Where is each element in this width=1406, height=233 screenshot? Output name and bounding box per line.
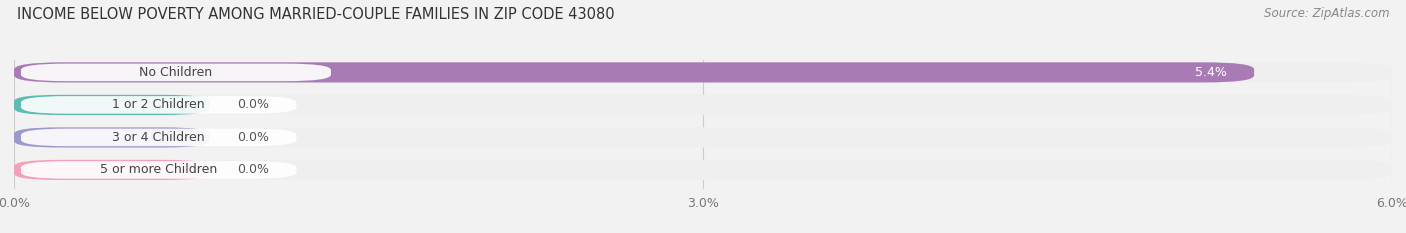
FancyBboxPatch shape — [14, 160, 209, 180]
Text: 0.0%: 0.0% — [236, 98, 269, 111]
Text: 5.4%: 5.4% — [1195, 66, 1226, 79]
Text: Source: ZipAtlas.com: Source: ZipAtlas.com — [1264, 7, 1389, 20]
FancyBboxPatch shape — [14, 95, 209, 115]
FancyBboxPatch shape — [14, 62, 1254, 82]
Text: 0.0%: 0.0% — [236, 131, 269, 144]
FancyBboxPatch shape — [21, 161, 297, 179]
Text: No Children: No Children — [139, 66, 212, 79]
Text: INCOME BELOW POVERTY AMONG MARRIED-COUPLE FAMILIES IN ZIP CODE 43080: INCOME BELOW POVERTY AMONG MARRIED-COUPL… — [17, 7, 614, 22]
FancyBboxPatch shape — [14, 62, 1392, 82]
FancyBboxPatch shape — [14, 127, 1392, 147]
FancyBboxPatch shape — [14, 95, 1392, 115]
FancyBboxPatch shape — [14, 160, 1392, 180]
Text: 1 or 2 Children: 1 or 2 Children — [112, 98, 205, 111]
FancyBboxPatch shape — [21, 129, 297, 146]
Text: 5 or more Children: 5 or more Children — [100, 163, 218, 176]
Text: 0.0%: 0.0% — [236, 163, 269, 176]
FancyBboxPatch shape — [14, 127, 209, 147]
Text: 3 or 4 Children: 3 or 4 Children — [112, 131, 205, 144]
FancyBboxPatch shape — [21, 64, 330, 81]
FancyBboxPatch shape — [21, 96, 297, 114]
